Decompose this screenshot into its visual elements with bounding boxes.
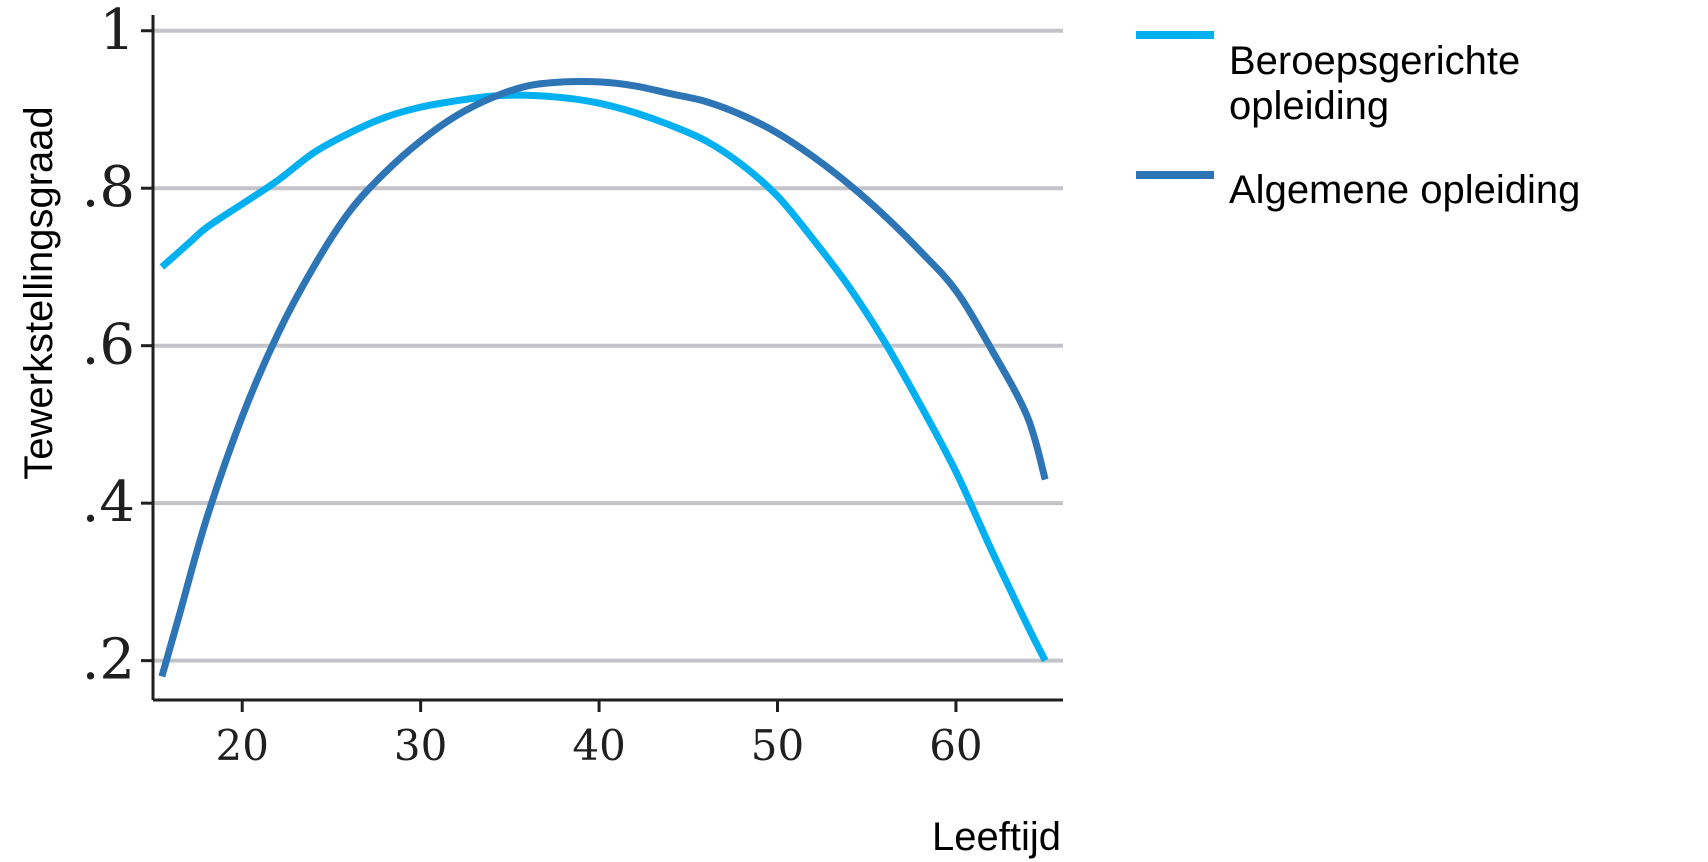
x-tick-label-0: 20 bbox=[215, 721, 268, 770]
x-tick-label-4: 60 bbox=[929, 721, 982, 770]
x-tick-label-1: 30 bbox=[394, 721, 447, 770]
y-tick-labels: .2 .4 .6 .8 1 bbox=[82, 0, 153, 693]
x-tick-label-3: 50 bbox=[751, 721, 804, 770]
gridlines bbox=[153, 28, 1063, 663]
y-tick-label-1: .4 bbox=[82, 470, 135, 535]
axes bbox=[151, 15, 1063, 702]
x-tick-label-2: 40 bbox=[572, 721, 625, 770]
y-axis-title: Tewerkstellingsgraad bbox=[17, 106, 61, 480]
y-tick-label-4: 1 bbox=[99, 0, 135, 63]
legend-label-0-1: opleiding bbox=[1229, 84, 1389, 128]
x-axis-title: Leeftijd bbox=[932, 815, 1061, 859]
y-tick-label-2: .6 bbox=[82, 313, 135, 378]
series-line-1 bbox=[158, 77, 1049, 678]
y-tick-label-3: .8 bbox=[82, 155, 135, 220]
x-tick-labels: 20 30 40 50 60 bbox=[215, 700, 983, 770]
legend-label-1-0: Algemene opleiding bbox=[1229, 168, 1580, 212]
y-tick-label-0: .2 bbox=[82, 628, 135, 693]
series-line-0 bbox=[159, 91, 1049, 663]
legend-label-0-0: Beroepsgerichte bbox=[1229, 39, 1520, 83]
series-lines bbox=[158, 77, 1049, 678]
